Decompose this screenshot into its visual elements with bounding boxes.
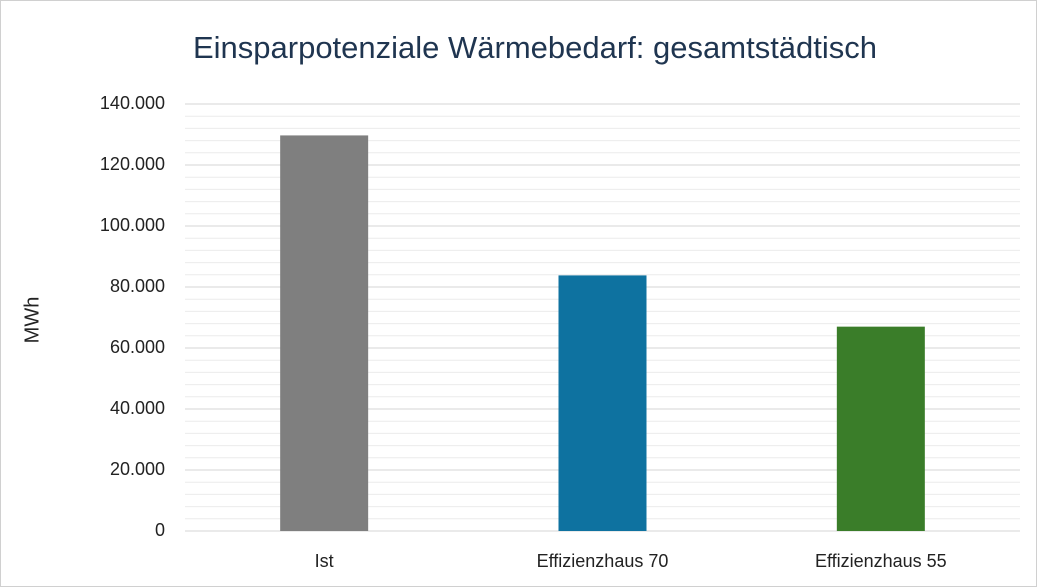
bar [836, 326, 925, 531]
y-tick-label: 60.000 [110, 337, 165, 357]
chart-title: Einsparpotenziale Wärmebedarf: gesamtstä… [193, 30, 877, 65]
y-tick-label: 40.000 [110, 398, 165, 418]
bar [558, 275, 647, 531]
bar [280, 135, 369, 532]
y-tick-label: 0 [155, 520, 165, 540]
x-tick-label: Effizienzhaus 55 [815, 551, 947, 571]
y-tick-label: 100.000 [100, 215, 165, 235]
y-tick-label: 120.000 [100, 154, 165, 174]
y-tick-label: 20.000 [110, 459, 165, 479]
x-tick-label: Effizienzhaus 70 [537, 551, 669, 571]
y-tick-label: 140.000 [100, 93, 165, 113]
x-tick-label: Ist [315, 551, 334, 571]
y-axis-label: MWh [21, 297, 43, 344]
y-tick-label: 80.000 [110, 276, 165, 296]
